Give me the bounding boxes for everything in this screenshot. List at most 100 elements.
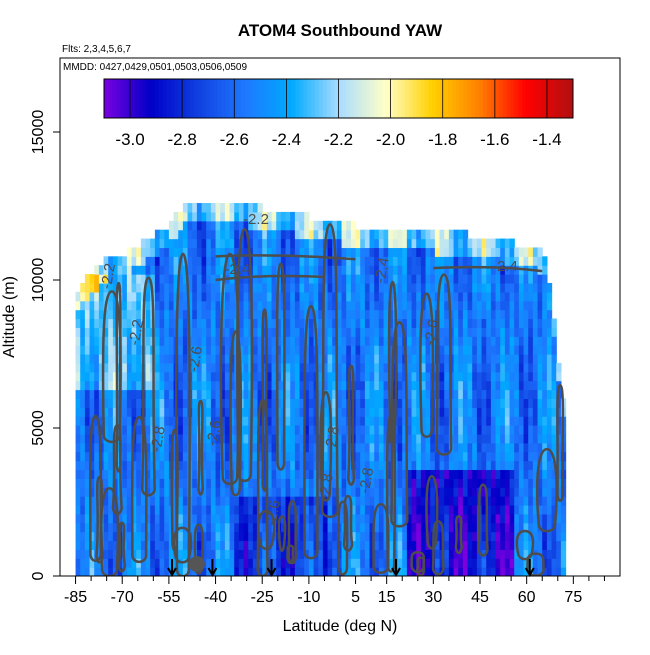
- heat-cell: [224, 389, 231, 399]
- heat-cell: [318, 504, 324, 515]
- heat-cell: [154, 247, 161, 257]
- heat-cell: [504, 558, 511, 568]
- heat-cell: [210, 451, 217, 462]
- heat-cell: [500, 460, 506, 471]
- heat-cell: [145, 354, 151, 364]
- heat-cell: [168, 318, 175, 328]
- heat-cell: [537, 389, 543, 399]
- heat-cell: [290, 531, 296, 542]
- heat-cell: [397, 327, 403, 337]
- heat-cell: [425, 274, 431, 284]
- heat-cell: [192, 389, 198, 399]
- heat-cell: [182, 469, 189, 479]
- heat-cell: [546, 504, 553, 515]
- heat-cell: [131, 380, 137, 391]
- heat-cell: [224, 247, 231, 257]
- heat-cell: [159, 478, 165, 488]
- heat-cell: [94, 274, 100, 284]
- heat-cell: [532, 318, 539, 328]
- heat-cell: [346, 229, 352, 240]
- heat-cell: [360, 504, 366, 515]
- contour-label: -2.4: [224, 261, 250, 278]
- heat-cell: [304, 504, 310, 515]
- colorbar-swatch: [436, 79, 441, 118]
- heat-cell: [332, 309, 338, 320]
- heat-cell: [378, 371, 385, 382]
- heat-cell: [542, 469, 548, 479]
- heat-cell: [453, 487, 459, 497]
- heat-cell: [136, 433, 142, 444]
- heat-cell: [75, 540, 81, 550]
- heat-cell: [252, 318, 259, 328]
- heat-cell: [308, 291, 315, 302]
- heat-cell: [448, 460, 455, 471]
- heat-cell: [285, 309, 291, 320]
- heat-cell: [215, 282, 221, 293]
- heat-cell: [425, 265, 431, 275]
- heat-cell: [327, 274, 333, 284]
- heat-cell: [490, 540, 497, 550]
- heat-cell: [458, 433, 464, 444]
- heat-cell: [369, 433, 375, 444]
- heat-cell: [229, 567, 235, 576]
- heat-cell: [388, 265, 394, 275]
- heat-cell: [187, 211, 193, 222]
- heat-cell: [490, 531, 497, 542]
- heat-cell: [495, 442, 501, 453]
- heat-cell: [206, 282, 212, 293]
- heat-cell: [383, 265, 389, 275]
- heat-cell: [285, 282, 291, 293]
- heat-cell: [378, 442, 385, 453]
- heat-cell: [350, 531, 357, 542]
- heat-cell: [518, 336, 525, 346]
- heat-cell: [504, 354, 511, 364]
- heat-cell: [425, 354, 431, 364]
- heat-cell: [299, 425, 305, 435]
- heat-cell: [500, 540, 506, 550]
- heat-cell: [476, 336, 483, 346]
- heat-cell: [523, 345, 529, 355]
- heat-cell: [89, 513, 95, 524]
- heat-cell: [406, 504, 413, 515]
- heat-cell: [486, 442, 492, 453]
- heat-cell: [551, 433, 557, 444]
- heat-cell: [420, 451, 427, 462]
- heat-cell: [514, 362, 520, 373]
- heat-cell: [341, 425, 347, 435]
- heat-cell: [89, 478, 95, 488]
- colorbar-swatch: [291, 79, 297, 118]
- heat-cell: [514, 291, 520, 302]
- heat-cell: [220, 229, 226, 240]
- heat-cell: [416, 362, 422, 373]
- heat-cell: [458, 549, 464, 559]
- heat-cell: [290, 256, 296, 266]
- heat-cell: [84, 416, 91, 426]
- heat-cell: [406, 469, 413, 479]
- heat-cell: [318, 371, 324, 382]
- heat-cell: [364, 256, 371, 266]
- heat-cell: [458, 247, 464, 257]
- heat-cell: [285, 247, 291, 257]
- heat-cell: [299, 300, 305, 311]
- heat-cell: [411, 238, 417, 249]
- heat-cell: [313, 247, 319, 257]
- heat-cell: [252, 345, 259, 355]
- heat-cell: [551, 425, 557, 435]
- heat-cell: [420, 354, 427, 364]
- heat-cell: [192, 265, 198, 275]
- heat-cell: [112, 380, 119, 391]
- heat-cell: [210, 469, 217, 479]
- heat-cell: [439, 496, 445, 506]
- heat-cell: [290, 433, 296, 444]
- heat-cell: [341, 256, 347, 266]
- heat-cell: [164, 300, 170, 311]
- heat-cell: [215, 487, 221, 497]
- heat-cell: [444, 256, 450, 266]
- heat-cell: [490, 389, 497, 399]
- heat-cell: [551, 567, 557, 576]
- heat-cell: [551, 371, 557, 382]
- heat-cell: [542, 478, 548, 488]
- contour-label: -2.8: [148, 425, 169, 453]
- heat-cell: [490, 362, 497, 373]
- heat-cell: [271, 433, 277, 444]
